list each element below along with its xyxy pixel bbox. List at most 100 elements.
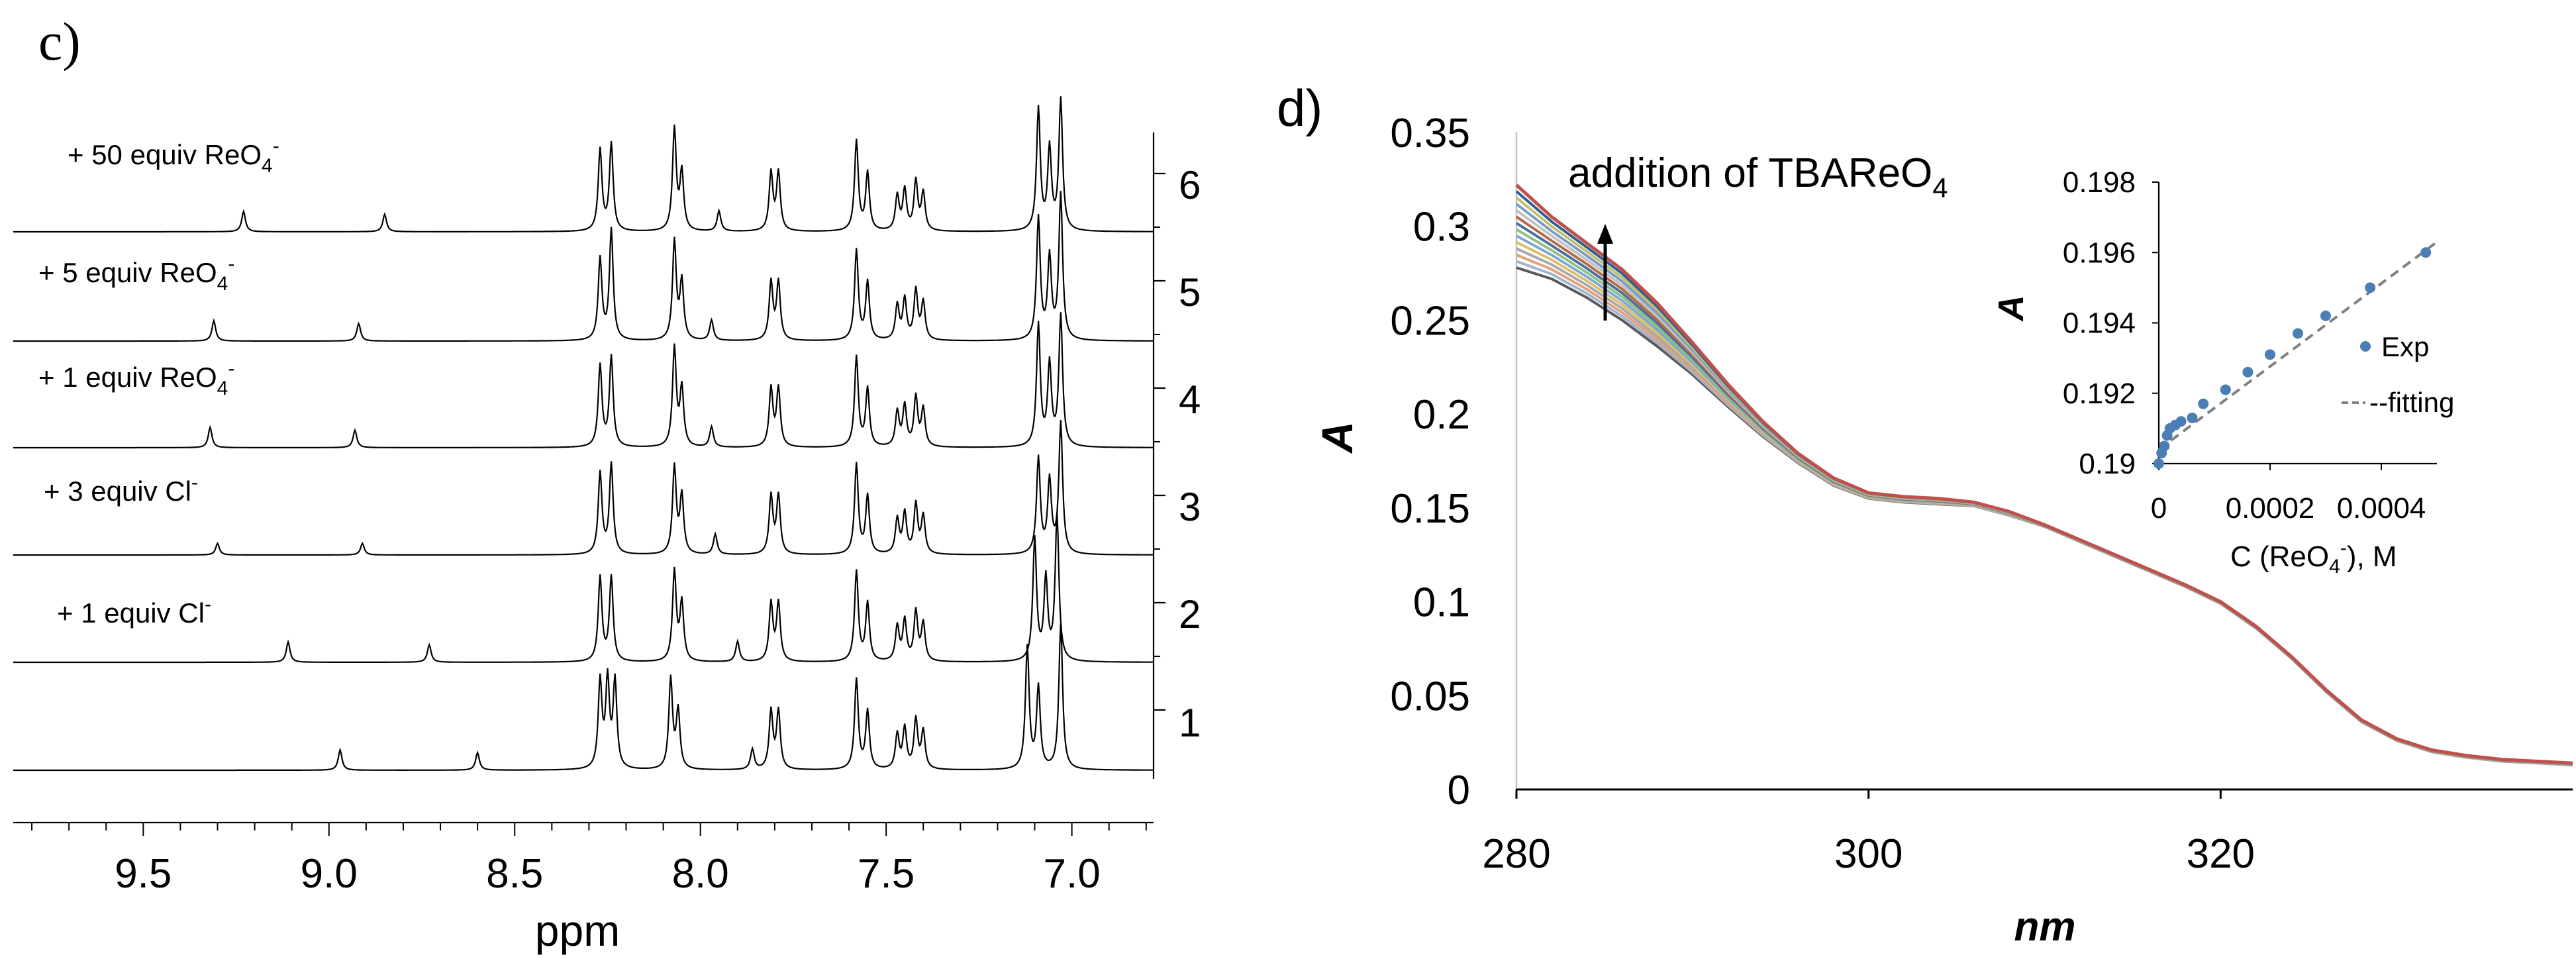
inset-data-point	[2242, 366, 2254, 378]
uv-y-tick-label: 0	[1448, 768, 1470, 813]
uv-y-tick-label: 0.3	[1413, 205, 1470, 250]
nmr-trace-number: 5	[1179, 270, 1201, 315]
nmr-trace	[13, 191, 1154, 342]
inset-data-point	[2159, 440, 2170, 452]
inset-data-point	[2187, 412, 2198, 423]
uv-x-tick-label: 320	[2187, 831, 2255, 877]
nmr-trace-number: 3	[1179, 485, 1201, 529]
inset-y-tick-label: 0.192	[2063, 378, 2136, 410]
inset-x-tick-label: 0.0004	[2337, 492, 2426, 525]
uv-x-tick-label: 280	[1482, 831, 1550, 877]
inset-y-tick-label: 0.194	[2063, 307, 2136, 340]
inset-data-point	[2175, 416, 2187, 427]
nmr-series-label-sup: -	[228, 253, 234, 275]
inset-data-point	[2220, 384, 2231, 395]
inset-x-axis-title-tail: ), M	[2347, 540, 2397, 573]
uv-x-axis-title: nm	[2014, 904, 2076, 950]
nmr-trace	[13, 623, 1154, 772]
nmr-series-label: + 1 equiv Cl-	[57, 593, 211, 629]
nmr-series-label: + 5 equiv ReO4-	[38, 253, 234, 295]
nmr-trace-number: 4	[1179, 378, 1201, 422]
nmr-x-tick-label: 8.0	[672, 851, 729, 897]
uv-y-tick-label: 0.15	[1390, 486, 1470, 532]
inset-x-axis-title-main: C (ReO	[2230, 540, 2329, 573]
inset-legend-label-fitting: --fitting	[2369, 387, 2454, 418]
nmr-traces	[13, 96, 1154, 772]
nmr-series-label-main: + 50 equiv ReO	[68, 139, 262, 170]
inset-x-tick-label: 0.0002	[2226, 492, 2315, 525]
inset-x-ticks: 0 0.0002 0.0004	[2151, 464, 2426, 525]
nmr-series-label-sup: -	[228, 358, 234, 379]
inset-fit	[2157, 240, 2438, 451]
inset-data-point	[2154, 458, 2164, 469]
nmr-trace-ticks: 6 5 4 3 2 1	[1154, 163, 1201, 745]
nmr-panel: c) + 50 equiv ReO4-+ 5 equiv ReO4-+ 1 eq…	[13, 11, 1201, 955]
inset-y-tick-label: 0.196	[2063, 236, 2136, 269]
nmr-trace-number: 6	[1179, 163, 1201, 207]
inset-data-point	[2320, 310, 2331, 321]
nmr-x-ticks: 9.5 9.0 8.5 8.0 7.5 7.0	[31, 823, 1147, 897]
nmr-series-label-main: + 3 equiv Cl	[44, 476, 191, 507]
uv-annotation-sub: 4	[1932, 172, 1948, 203]
inset-x-tick-label: 0	[2151, 492, 2167, 525]
nmr-series-label: + 50 equiv ReO4-	[68, 135, 279, 177]
nmr-x-tick-label: 9.5	[115, 851, 172, 897]
nmr-series-label-main: + 5 equiv ReO	[38, 257, 217, 288]
nmr-x-tick-label: 7.0	[1043, 851, 1100, 897]
uv-annotation-main: addition of TBAReO	[1568, 150, 1932, 196]
nmr-series-label: + 3 equiv Cl-	[44, 472, 198, 507]
inset-data-point	[2265, 349, 2275, 360]
inset-fit-line	[2157, 240, 2438, 451]
nmr-x-tick-label: 9.0	[301, 851, 358, 897]
uv-y-tick-label: 0.25	[1390, 298, 1470, 344]
inset-y-tick-label: 0.198	[2063, 166, 2136, 199]
inset-data-point	[2293, 328, 2303, 339]
nmr-series-label: + 1 equiv ReO4-	[38, 358, 234, 399]
inset-y-axis-title: A	[1991, 295, 2031, 323]
inset-y-tick-label: 0.19	[2079, 448, 2136, 480]
uv-panel: d) 00.050.10.150.20.250.30.35 280 300 320 …	[1277, 79, 2573, 950]
uv-annotation: addition of TBAReO4	[1568, 150, 1948, 203]
inset-chart: 0.19 0.192 0.194 0.196 0.198 0 0.0002 0.0004 A…	[1991, 166, 2454, 578]
uv-curves	[1515, 183, 2573, 767]
inset-x-axis-title-sup: -	[2340, 537, 2347, 559]
nmr-trace	[13, 512, 1154, 664]
nmr-trace	[13, 420, 1154, 556]
inset-x-axis-title: C (ReO4-), M	[2230, 537, 2397, 578]
nmr-series-label-sub: 4	[217, 273, 228, 295]
nmr-x-tick-label: 7.5	[858, 851, 915, 897]
uv-spectrum-line	[1515, 183, 2573, 765]
inset-legend-label-exp: Exp	[2381, 331, 2429, 362]
nmr-trace	[13, 312, 1154, 449]
uv-y-tick-label: 0.2	[1413, 392, 1470, 438]
nmr-trace-number: 2	[1179, 592, 1201, 636]
panel-d-label: d)	[1277, 79, 1322, 137]
inset-data-point	[2420, 247, 2432, 258]
nmr-series-label-sub: 4	[217, 378, 228, 399]
nmr-trace-number: 1	[1179, 701, 1201, 745]
uv-y-tick-label: 0.1	[1413, 580, 1470, 626]
uv-x-tick-label: 300	[1834, 831, 1903, 877]
nmr-series-label-main: + 1 equiv Cl	[57, 597, 205, 629]
uv-y-ticks: 0 0.05 0.1 0.15 0.2 0.25 0.3 0.35	[1390, 111, 1470, 813]
inset-data-point	[2365, 282, 2376, 293]
uv-y-axis-title: A	[1313, 421, 1362, 454]
uv-annotation-arrowhead	[1597, 224, 1613, 244]
nmr-series-label-sup: -	[205, 593, 211, 615]
nmr-series-label-sup: -	[191, 472, 198, 493]
nmr-x-tick-label: 8.5	[486, 851, 543, 897]
nmr-series-label-sup: -	[273, 135, 279, 157]
nmr-series-label-sub: 4	[262, 155, 273, 177]
inset-y-ticks: 0.19 0.192 0.194 0.196 0.198	[2063, 166, 2159, 480]
inset-points	[2154, 247, 2432, 469]
nmr-x-axis-title: ppm	[535, 906, 620, 955]
panel-c-label: c)	[38, 11, 81, 72]
inset-x-axis-title-sub: 4	[2329, 556, 2340, 578]
nmr-trace	[13, 96, 1154, 233]
uv-x-ticks: 280 300 320	[1482, 789, 2255, 877]
uv-y-tick-label: 0.35	[1390, 111, 1470, 156]
uv-y-tick-label: 0.05	[1390, 674, 1470, 719]
nmr-series-labels: + 50 equiv ReO4-+ 5 equiv ReO4-+ 1 equiv…	[38, 135, 279, 629]
